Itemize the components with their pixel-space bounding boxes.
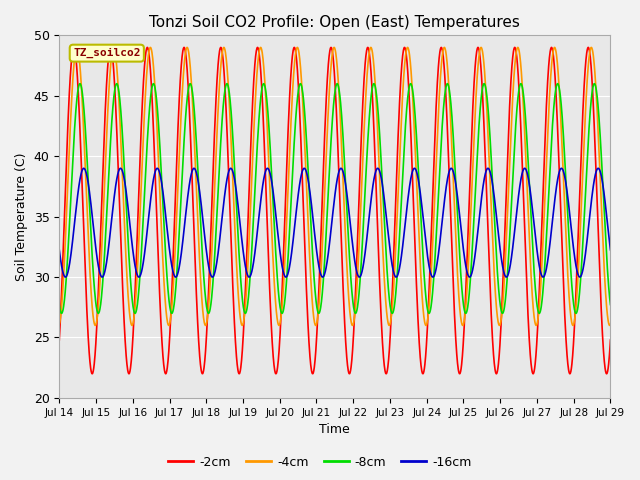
Legend: -2cm, -4cm, -8cm, -16cm: -2cm, -4cm, -8cm, -16cm: [163, 451, 477, 474]
Title: Tonzi Soil CO2 Profile: Open (East) Temperatures: Tonzi Soil CO2 Profile: Open (East) Temp…: [149, 15, 520, 30]
Text: TZ_soilco2: TZ_soilco2: [73, 48, 141, 58]
Y-axis label: Soil Temperature (C): Soil Temperature (C): [15, 152, 28, 281]
X-axis label: Time: Time: [319, 423, 350, 436]
